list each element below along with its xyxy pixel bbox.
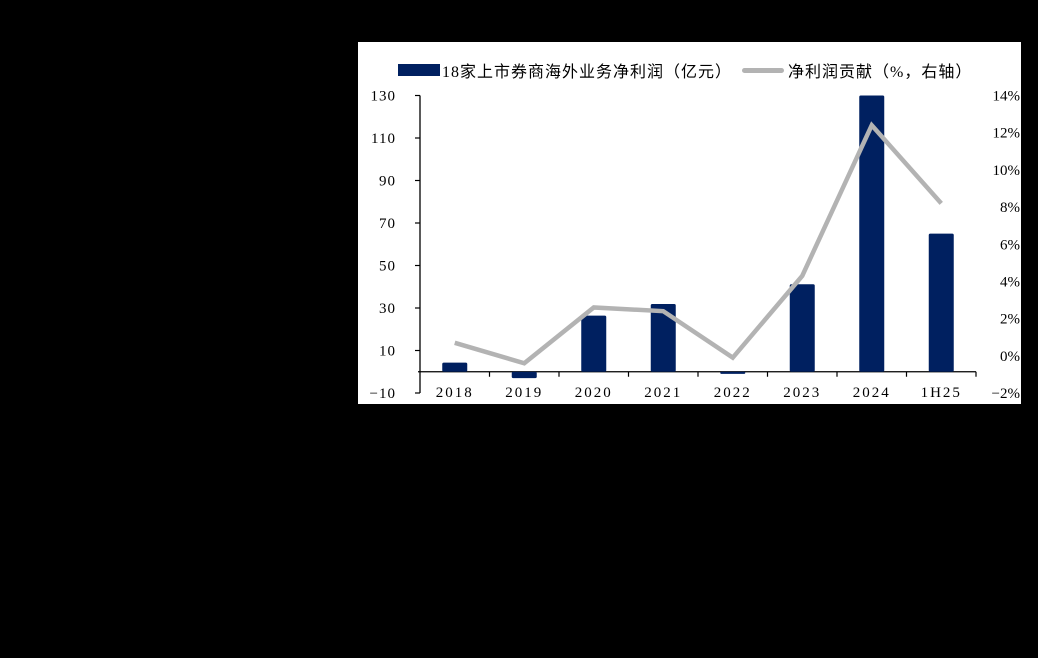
- x-axis-label: 1H25: [921, 385, 962, 401]
- legend-line-swatch: [742, 67, 785, 73]
- combo-chart: 130 110 90 70 50 30 10 −10 14% 12% 10% 8% 6% 4% 2% 0% −2…: [370, 89, 1021, 403]
- left-axis-label: 70: [379, 216, 396, 232]
- chart-panel: 18家上市券商海外业务净利润（亿元） 净利润贡献（%，右轴） 130 110 90 7…: [358, 42, 1021, 404]
- left-axis-label: 130: [371, 89, 397, 105]
- left-axis-label: −10: [370, 386, 396, 402]
- legend-bar-swatch: [398, 64, 440, 76]
- x-axis-label: 2020: [575, 385, 613, 401]
- x-axis-label: 2021: [644, 385, 682, 401]
- line-series-contribution: [454, 121, 943, 366]
- legend: 18家上市券商海外业务净利润（亿元） 净利润贡献（%，右轴）: [398, 60, 973, 81]
- legend-line-label: 净利润贡献（%，右轴）: [788, 64, 973, 81]
- right-axis-label: 12%: [993, 126, 1021, 142]
- left-axis-label: 10: [379, 344, 396, 360]
- right-axis-label: 8%: [1000, 200, 1020, 216]
- right-axis-label: 4%: [1000, 274, 1020, 290]
- x-axis-label: 2018: [436, 385, 474, 401]
- bar-2020: [581, 315, 607, 372]
- left-axis-label: 90: [379, 174, 396, 190]
- x-axis-label: 2019: [505, 385, 543, 401]
- left-axis-label: 50: [379, 259, 396, 275]
- bar-2023: [789, 284, 815, 372]
- right-axis-label: 14%: [993, 89, 1021, 105]
- legend-bar-label: 18家上市券商海外业务净利润（亿元）: [442, 64, 733, 81]
- left-axis-label: 110: [371, 131, 396, 147]
- right-axis-label: 10%: [993, 163, 1021, 179]
- bar-2018: [442, 362, 468, 372]
- bar-2019: [511, 371, 537, 379]
- right-axis-label: −2%: [992, 386, 1020, 402]
- left-axis-label: 30: [379, 301, 396, 317]
- bar-2022: [720, 371, 746, 374]
- right-axis-label: 6%: [1000, 237, 1020, 253]
- bar-2024: [859, 95, 885, 372]
- x-axis-label: 2024: [853, 385, 891, 401]
- x-axis-label: 2023: [783, 385, 821, 401]
- bar-1H25: [928, 233, 954, 372]
- right-axis-label: 0%: [1000, 349, 1020, 365]
- x-axis-label: 2022: [714, 385, 752, 401]
- right-axis-label: 2%: [1000, 312, 1020, 328]
- bar-2021: [650, 303, 676, 372]
